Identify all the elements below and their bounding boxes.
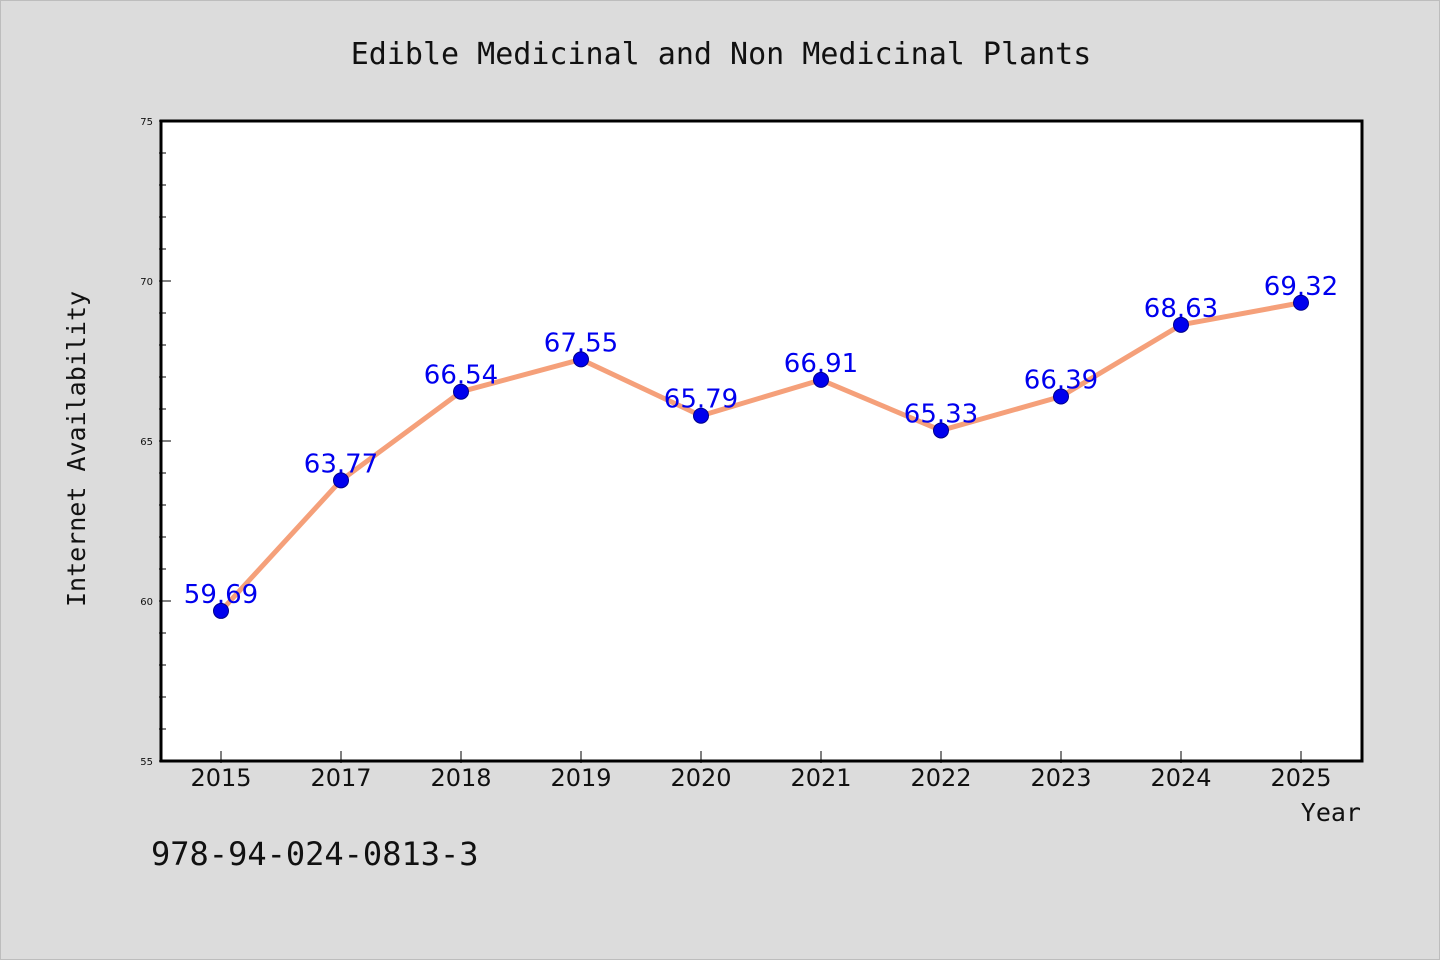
data-label: 65.79 [664,385,738,415]
y-axis-label: Internet Availability [62,291,91,607]
y-tick-label: 55 [140,757,153,768]
data-label: 59.69 [184,580,258,610]
series-line [218,300,1304,614]
data-labels-group: 59.69 63.77 66.54 67.55 65.79 66.91 65.33 66.39… [184,272,1338,610]
data-point [1053,388,1069,405]
x-tick-label: 2018 [430,764,491,792]
x-tick-label: 2017 [310,764,371,792]
x-axis: 2015 2017 2018 2019 2020 2021 2022 2023 2024 2025 [190,751,1332,792]
data-label: 66.39 [1024,366,1098,396]
markers-group [213,294,1309,619]
x-tick-label: 2021 [790,764,851,792]
data-label: 63.77 [304,449,378,479]
data-label: 66.91 [784,349,858,379]
data-point [213,602,229,619]
y-tick-label: 70 [140,277,153,288]
data-label: 67.55 [544,328,618,358]
x-tick-label: 2024 [1150,764,1211,792]
y-axis: 55 60 65 70 75 [140,117,171,768]
data-point [333,472,349,489]
x-tick-label: 2023 [1030,764,1091,792]
data-label: 65.33 [904,399,978,429]
data-point [1173,316,1189,333]
data-label: 69.32 [1264,272,1338,302]
y-tick-label: 65 [140,437,153,448]
data-point [813,371,829,388]
data-point [453,383,469,400]
data-label: 66.54 [424,361,498,391]
isbn-footer-text: 978-94-024-0813-3 [151,835,479,873]
data-point [573,351,589,368]
x-axis-label: Year [1301,798,1361,827]
y-tick-label: 75 [140,117,153,128]
x-tick-label: 2015 [190,764,251,792]
data-label: 68.63 [1144,294,1218,324]
data-point [693,407,709,424]
x-tick-label: 2025 [1270,764,1331,792]
x-tick-label: 2022 [910,764,971,792]
y-tick-label: 60 [140,597,153,608]
x-tick-label: 2019 [550,764,611,792]
series-line-group [218,300,1304,614]
x-tick-label: 2020 [670,764,731,792]
data-point [1293,294,1309,311]
chart-title: Edible Medicinal and Non Medicinal Plant… [351,37,1092,72]
data-point [933,422,949,439]
plot-area [159,119,1364,763]
